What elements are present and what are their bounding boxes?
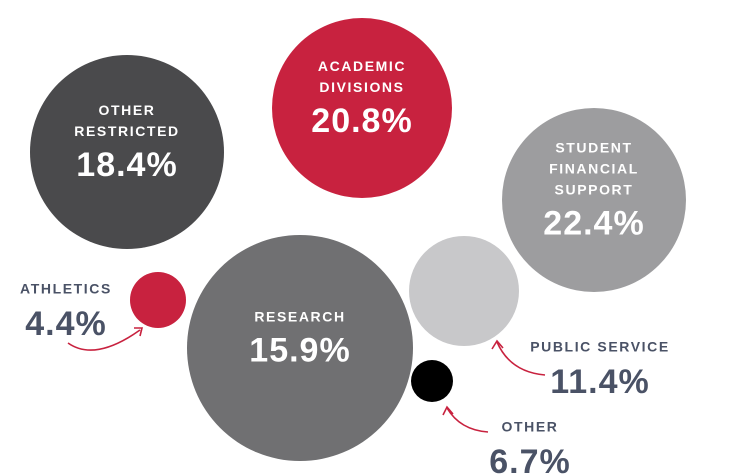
arrow: [67, 329, 141, 351]
value-label: 6.7%: [489, 443, 571, 475]
value-label: 22.4%: [543, 204, 644, 242]
bubble: [187, 235, 413, 461]
arrow: [446, 407, 489, 433]
bubble-label: ATHLETICS: [20, 281, 112, 297]
bubble-label: OTHER RESTRICTED: [74, 102, 179, 139]
arrow: [496, 341, 546, 376]
bubble-label: RESEARCH: [254, 308, 345, 324]
value-label: 11.4%: [550, 363, 650, 401]
bubble: [411, 360, 453, 402]
bubble: [272, 18, 452, 198]
arrows: [67, 327, 546, 433]
value-label: 18.4%: [76, 146, 177, 184]
label-line: RESEARCH: [254, 308, 345, 324]
label-line: ACADEMIC: [318, 58, 406, 74]
bubble-label: ACADEMIC DIVISIONS: [318, 58, 406, 95]
value-label: 15.9%: [249, 331, 350, 369]
bubble: [502, 108, 686, 292]
bubble: [130, 272, 186, 328]
label-line: DIVISIONS: [319, 79, 404, 95]
arrow: [442, 405, 454, 416]
arrow-head: [134, 327, 144, 337]
bubble: [409, 236, 519, 346]
value-label: 20.8%: [311, 102, 412, 140]
bubble: [30, 55, 224, 249]
bubble-label: STUDENT FINANCIAL SUPPORT: [549, 139, 639, 197]
bubble-label: PUBLIC SERVICE: [530, 339, 670, 355]
bubble-label: OTHER: [502, 419, 559, 435]
label-line: STUDENT: [555, 139, 632, 155]
label-line: RESTRICTED: [74, 123, 179, 139]
label-line: OTHER: [99, 102, 156, 118]
label-line: FINANCIAL: [549, 160, 639, 176]
label-line: SUPPORT: [555, 181, 634, 197]
arrow: [491, 339, 504, 350]
value-label: 4.4%: [25, 305, 107, 343]
